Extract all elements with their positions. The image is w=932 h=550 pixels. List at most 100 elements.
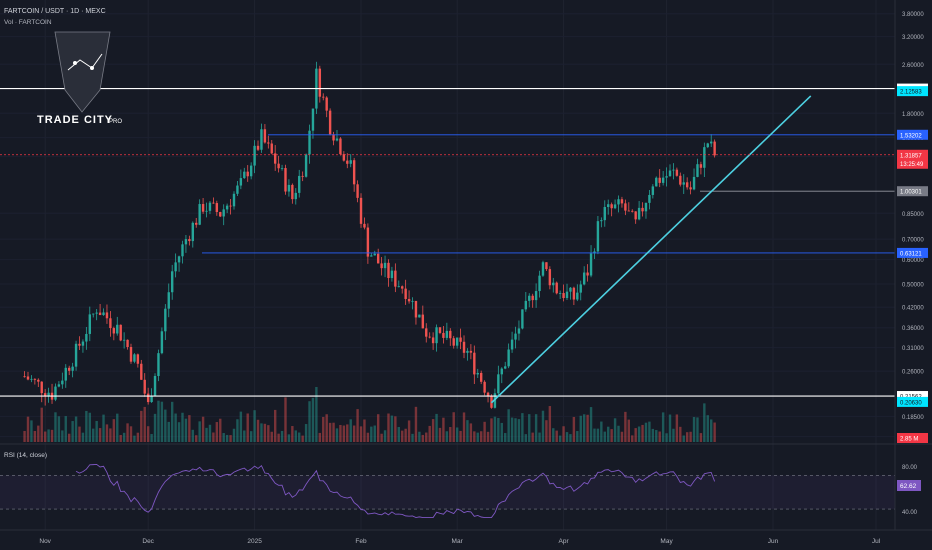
candle-body (483, 381, 486, 393)
volume-bar (78, 426, 81, 442)
candle-body (445, 330, 449, 338)
time-axis-label: Mar (452, 538, 464, 545)
volume-bar (655, 430, 658, 442)
volume-bar (644, 422, 648, 442)
volume-bar (23, 430, 26, 442)
volume-bar (318, 432, 322, 442)
volume-bar (249, 431, 253, 442)
candle-body (696, 164, 699, 177)
candle-body (603, 207, 606, 221)
volume-bar (407, 420, 411, 442)
volume-bar (188, 415, 191, 442)
candle-body (414, 300, 418, 318)
volume-bar (349, 419, 352, 442)
volume-bar (565, 432, 569, 442)
candle-body (30, 378, 33, 380)
volume-bar (126, 423, 129, 442)
volume-bar (30, 420, 33, 442)
volume-bar (397, 427, 400, 442)
candle-body (335, 138, 339, 141)
candle-body (692, 176, 696, 190)
trendline[interactable] (490, 95, 812, 404)
rsi-axis-80: 80.00 (902, 465, 918, 471)
volume-bar (236, 419, 239, 442)
volume-bar (648, 421, 651, 442)
volume-bar (273, 409, 277, 442)
level-price-badge (897, 396, 928, 407)
volume-bar (239, 411, 243, 442)
candle-body (256, 145, 260, 150)
volume-bar (528, 414, 531, 442)
volume-bar (624, 411, 627, 442)
candle-body (311, 108, 315, 131)
volume-bar (311, 397, 315, 442)
current-price-label: 1.31857 (900, 153, 922, 159)
volume-bar (620, 431, 624, 442)
price-tick-label: 0.18500 (902, 415, 924, 421)
candle-body (26, 376, 30, 380)
volume-bar (706, 415, 709, 442)
volume-bar (133, 435, 136, 442)
rsi-title[interactable]: RSI (14, close) (4, 452, 47, 459)
volume-bar (153, 413, 157, 442)
volume-bar (143, 406, 146, 442)
candle-body (366, 227, 370, 257)
volume-bar (243, 430, 246, 442)
candle-body (95, 312, 98, 314)
symbol-line[interactable]: FARTCOIN / USDT · 1D · MEXC (4, 8, 106, 15)
candle-body (280, 168, 284, 169)
candle-body (545, 262, 548, 270)
candle-body (112, 328, 116, 334)
volume-bar (428, 425, 431, 442)
candle-body (679, 175, 682, 185)
volume-bar (600, 421, 603, 442)
volume-bar (335, 428, 339, 442)
volume-bar (33, 431, 37, 442)
volume-bar (301, 435, 304, 442)
candle-body (105, 312, 109, 319)
candle-body (421, 314, 425, 329)
volume-bar (229, 435, 232, 442)
volume-bar (411, 433, 414, 442)
candle-body (64, 367, 67, 381)
volume-bar (593, 428, 596, 442)
candle-body (74, 343, 78, 367)
candle-body (308, 130, 311, 155)
volume-bar (576, 431, 579, 442)
volume-bar (222, 433, 225, 442)
candle-body (507, 349, 510, 367)
volume-bar (665, 433, 668, 442)
candle-body (387, 262, 390, 279)
candle-body (92, 313, 95, 315)
horizontal-levels[interactable] (0, 88, 895, 397)
candle-body (184, 239, 188, 245)
candle-body (534, 291, 538, 301)
volume-bar (548, 406, 552, 442)
candle-body (510, 339, 514, 350)
candle-body (370, 255, 373, 257)
candle-body (627, 210, 631, 212)
volume-bar (685, 432, 689, 442)
candle-body (318, 68, 322, 97)
candle-body (205, 210, 208, 212)
candle-body (401, 286, 404, 289)
candle-body (682, 182, 685, 185)
volume-bar (191, 429, 194, 442)
volume-bar (442, 417, 445, 442)
candle-body (253, 145, 256, 166)
candle-body (229, 205, 232, 207)
volume-bar (679, 426, 682, 442)
candle-body (188, 239, 191, 242)
volume-bar (627, 419, 631, 442)
volume-bar (57, 416, 61, 442)
candle-body (332, 134, 335, 141)
candle-body (596, 221, 600, 252)
logo-cube-icon (54, 31, 111, 113)
rsi-current-value: 62.62 (900, 483, 917, 490)
volume-bar (401, 430, 404, 442)
level-price-label: 1.53202 (900, 133, 922, 139)
volume-line[interactable]: Vol · FARTCOIN (4, 19, 52, 26)
volume-bar (146, 426, 150, 442)
time-axis[interactable]: Nov Dec 2025 Feb Mar Apr May Jun Jul (39, 538, 880, 545)
